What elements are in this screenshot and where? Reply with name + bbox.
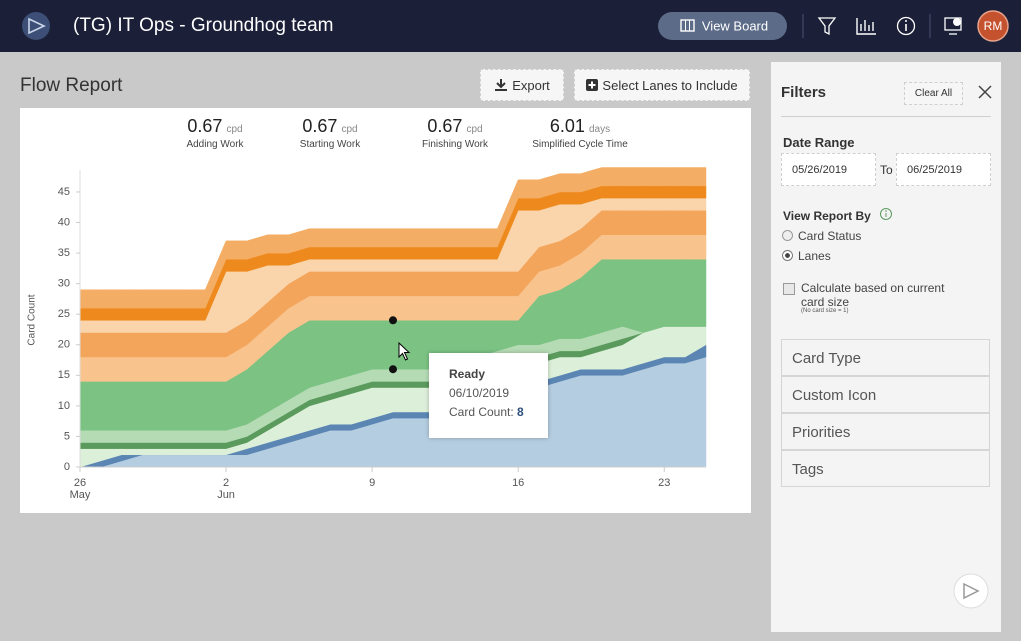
radio-card-status[interactable]: Card Status bbox=[782, 229, 861, 243]
plus-icon bbox=[586, 79, 599, 91]
hover-dot bbox=[389, 316, 397, 325]
clear-all-button[interactable]: Clear All bbox=[904, 82, 963, 105]
date-to-input[interactable]: 06/25/2019 bbox=[896, 153, 991, 186]
top-bar-icons: View Board RM bbox=[22, 10, 1009, 42]
monitor-icon[interactable] bbox=[944, 17, 962, 31]
radio-label: Lanes bbox=[798, 249, 831, 263]
to-label: To bbox=[880, 163, 893, 177]
y-tick-label: 15 bbox=[58, 369, 70, 381]
chart-panel: 0.67 cpd Adding Work 0.67 cpd Starting Work 0.… bbox=[20, 108, 751, 513]
metric-value-row: 6.01 days bbox=[500, 116, 660, 137]
area-layer bbox=[79, 167, 707, 309]
radio-label: Card Status bbox=[798, 229, 862, 243]
y-tick-label: 30 bbox=[58, 278, 70, 290]
chart-icon[interactable] bbox=[856, 18, 876, 35]
export-label: Export bbox=[512, 77, 550, 93]
view-by-label: View Report By bbox=[783, 209, 871, 223]
metric-value: 0.67 bbox=[302, 116, 338, 136]
metric: 0.67 cpd Finishing Work bbox=[375, 116, 535, 150]
tooltip-date: 06/10/2019 bbox=[449, 386, 510, 400]
metric-label: Starting Work bbox=[299, 139, 361, 150]
avatar[interactable] bbox=[977, 10, 1009, 42]
avatar-initials: RM bbox=[984, 19, 1003, 33]
checkbox-note: (No card size = 1) bbox=[801, 308, 849, 314]
filter-section[interactable]: Priorities bbox=[781, 413, 990, 450]
filters-panel: Filters Clear All Date Range 05/26/2019 … bbox=[771, 62, 1001, 632]
radio-selected bbox=[782, 250, 793, 261]
metric-unit: cpd bbox=[341, 124, 358, 135]
filters-title: Filters bbox=[781, 84, 827, 101]
tooltip: Ready 06/10/2019 Card Count: 8 bbox=[429, 353, 548, 438]
hover-dot bbox=[389, 365, 397, 374]
metric-unit: cpd bbox=[466, 124, 483, 135]
x-month-label: May bbox=[70, 489, 91, 501]
filter-section[interactable]: Card Type bbox=[781, 339, 990, 376]
tooltip-count-value: 8 bbox=[517, 405, 524, 419]
filter-icon[interactable] bbox=[817, 17, 837, 36]
chart: Card Count 0 5 10 15 20 25 30 35 40 45 26 2 9 16 23 May… bbox=[27, 167, 707, 501]
info-icon[interactable] bbox=[896, 16, 916, 36]
filter-section[interactable]: Tags bbox=[781, 450, 990, 487]
metric: 6.01 days Simplified Cycle Time bbox=[500, 116, 660, 150]
download-icon bbox=[495, 79, 508, 91]
tooltip-count: Card Count: 8 bbox=[449, 403, 548, 422]
checkbox-label: Calculate based on current card size bbox=[801, 281, 945, 309]
metric-unit: days bbox=[588, 124, 611, 135]
y-tick-label: 5 bbox=[64, 430, 70, 442]
y-axis-label: Card Count bbox=[27, 294, 38, 345]
board-icon bbox=[680, 19, 695, 32]
y-tick-label: 10 bbox=[58, 400, 70, 412]
filter-section[interactable]: Custom Icon bbox=[781, 376, 990, 413]
metric-label: Finishing Work bbox=[422, 139, 488, 150]
date-range-label: Date Range bbox=[783, 135, 855, 150]
y-tick-label: 40 bbox=[58, 216, 70, 228]
export-button[interactable]: Export bbox=[480, 69, 564, 101]
select-lanes-button[interactable]: Select Lanes to Include bbox=[574, 69, 750, 101]
monitor-icon-head bbox=[953, 18, 961, 26]
select-lanes-label: Select Lanes to Include bbox=[602, 77, 738, 93]
checkbox[interactable] bbox=[783, 283, 795, 295]
metric-label: Simplified Cycle Time bbox=[532, 139, 628, 150]
y-tick-label: 25 bbox=[58, 308, 70, 320]
metric-value-row: 0.67 cpd bbox=[250, 116, 410, 137]
cursor bbox=[398, 342, 411, 361]
help-button[interactable] bbox=[952, 572, 990, 610]
tooltip-count-label: Card Count: bbox=[449, 405, 514, 419]
y-tick-label: 20 bbox=[58, 339, 70, 351]
view-board-label: View Board bbox=[702, 18, 768, 33]
divider bbox=[781, 116, 991, 117]
y-tick-label: 45 bbox=[58, 186, 70, 198]
radio-lanes[interactable]: Lanes bbox=[782, 249, 831, 263]
report-title: Flow Report bbox=[20, 75, 123, 96]
x-month-label: Jun bbox=[217, 489, 235, 501]
y-tick-label: 0 bbox=[64, 461, 70, 473]
x-tick-label: 23 bbox=[658, 477, 670, 489]
x-tick-label: 16 bbox=[512, 477, 524, 489]
top-bar: View Board RM (TG) IT Ops - Groundhog te… bbox=[0, 0, 1021, 52]
radio bbox=[782, 230, 793, 241]
view-board-button[interactable] bbox=[658, 12, 787, 40]
metric-value: 6.01 bbox=[549, 116, 585, 136]
y-tick-label: 35 bbox=[58, 247, 70, 259]
metric-unit: cpd bbox=[226, 124, 243, 135]
metric-value-row: 0.67 cpd bbox=[135, 116, 295, 137]
metric-label: Adding Work bbox=[186, 139, 244, 150]
date-from-input[interactable]: 05/26/2019 bbox=[781, 153, 876, 186]
x-tick-label: 2 bbox=[223, 477, 229, 489]
tooltip-series: Ready bbox=[449, 367, 486, 381]
board-title: (TG) IT Ops - Groundhog team bbox=[73, 15, 334, 36]
view-by-info[interactable] bbox=[879, 207, 893, 221]
metric-value-row: 0.67 cpd bbox=[375, 116, 535, 137]
metric-value: 0.67 bbox=[427, 116, 463, 136]
x-tick-label: 26 bbox=[74, 477, 86, 489]
metric: 0.67 cpd Adding Work bbox=[135, 116, 295, 150]
logo-mark bbox=[28, 17, 46, 35]
info-icon-dot bbox=[905, 20, 907, 22]
metric: 0.67 cpd Starting Work bbox=[250, 116, 410, 150]
close-button[interactable] bbox=[978, 85, 992, 99]
x-tick-label: 9 bbox=[369, 477, 375, 489]
metric-value: 0.67 bbox=[187, 116, 223, 136]
